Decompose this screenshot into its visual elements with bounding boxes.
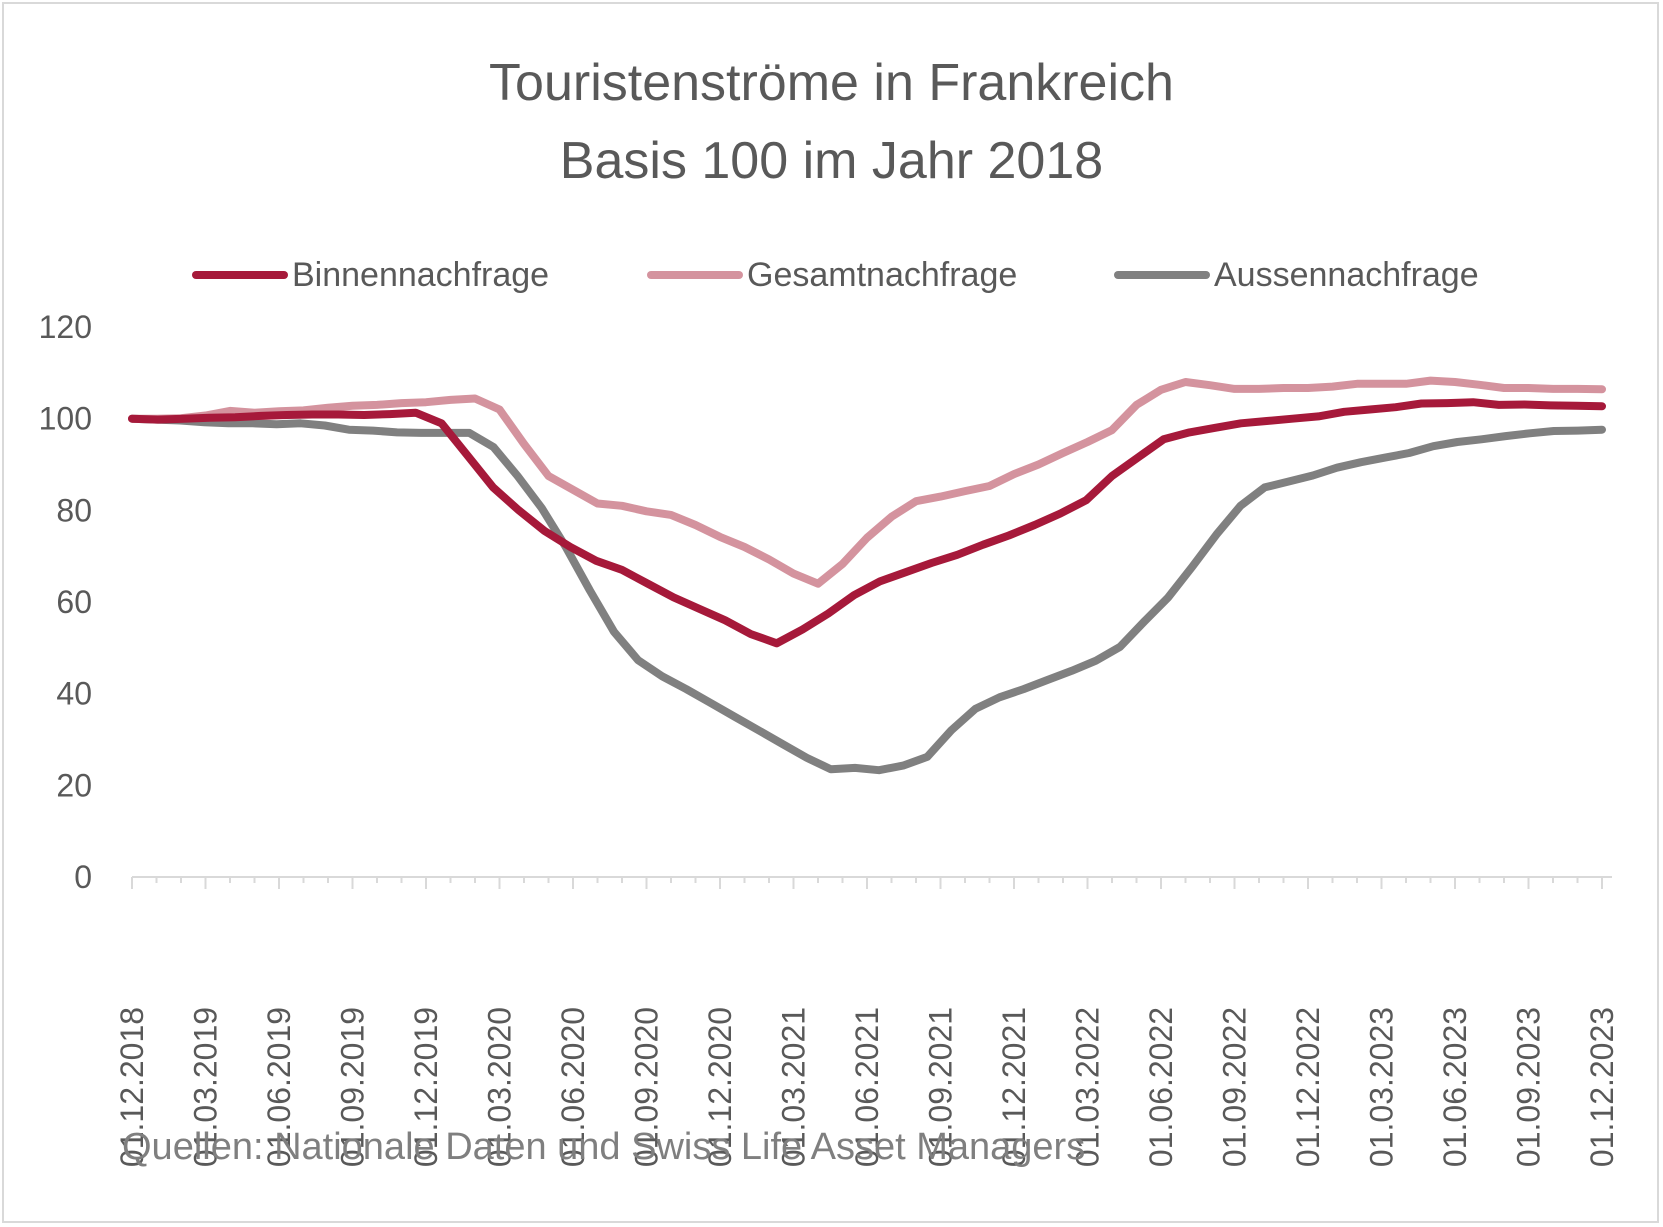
series-line-binnennachfrage — [128, 398, 1606, 648]
legend-swatch-aussennachfrage — [1114, 271, 1210, 279]
x-tick-label: 01.06.2021 — [849, 1007, 885, 1167]
y-tick-label: 80 — [56, 492, 92, 528]
x-tick-label: 01.12.2021 — [996, 1007, 1032, 1167]
chart-subtitle: Basis 100 im Jahr 2018 — [559, 132, 1104, 190]
y-tick-label: 20 — [56, 767, 92, 803]
y-tick-label: 120 — [39, 309, 92, 345]
x-tick-label: 01.12.2023 — [1584, 1007, 1620, 1167]
x-tick-label: 01.09.2023 — [1511, 1007, 1547, 1167]
y-tick-label: 60 — [56, 584, 92, 620]
legend-label-gesamtnachfrage: Gesamtnachfrage — [747, 255, 1018, 294]
x-tick-label: 01.12.2022 — [1290, 1007, 1326, 1167]
legend-label-binnennachfrage: Binnennachfrage — [292, 255, 550, 294]
x-tick-label: 01.03.2021 — [776, 1007, 812, 1167]
x-tick-label: 01.09.2022 — [1217, 1007, 1253, 1167]
x-tick-label: 01.12.2020 — [702, 1007, 738, 1167]
legend-item-binnennachfrage: Binnennachfrage — [192, 250, 549, 300]
legend-label-aussennachfrage: Aussennachfrage — [1214, 255, 1479, 294]
legend-item-aussennachfrage: Aussennachfrage — [1114, 250, 1479, 300]
x-tick-label: 01.09.2019 — [335, 1007, 371, 1167]
y-tick-label: 40 — [56, 676, 92, 712]
x-tick-label: 01.12.2018 — [114, 1007, 150, 1167]
y-tick-label: 100 — [39, 401, 92, 437]
x-tick-label: 01.09.2021 — [923, 1007, 959, 1167]
series-line-aussennachfrage — [128, 414, 1606, 775]
y-tick-label: 0 — [74, 859, 92, 895]
x-tick-label: 01.09.2020 — [629, 1007, 665, 1167]
legend-item-gesamtnachfrage: Gesamtnachfrage — [647, 250, 1017, 300]
x-tick-label: 01.06.2019 — [261, 1007, 297, 1167]
legend-swatch-binnennachfrage — [192, 271, 288, 279]
x-tick-label: 01.03.2023 — [1364, 1007, 1400, 1167]
x-tick-label: 01.03.2019 — [188, 1007, 224, 1167]
x-tick-label: 01.03.2022 — [1070, 1007, 1106, 1167]
x-tick-label: 01.06.2020 — [555, 1007, 591, 1167]
legend: Binnennachfrage Gesamtnachfrage Aussenna… — [0, 250, 1663, 300]
x-tick-label: 01.06.2022 — [1143, 1007, 1179, 1167]
source-note: Quellen: Nationale Daten und Swiss Life … — [122, 1126, 1086, 1168]
legend-swatch-gesamtnachfrage — [647, 271, 743, 279]
series-line-gesamtnachfrage — [128, 376, 1606, 588]
chart-title: Touristenströme in Frankreich — [489, 54, 1174, 112]
x-tick-label: 01.06.2023 — [1437, 1007, 1473, 1167]
x-tick-label: 01.03.2020 — [482, 1007, 518, 1167]
x-tick-label: 01.12.2019 — [408, 1007, 444, 1167]
